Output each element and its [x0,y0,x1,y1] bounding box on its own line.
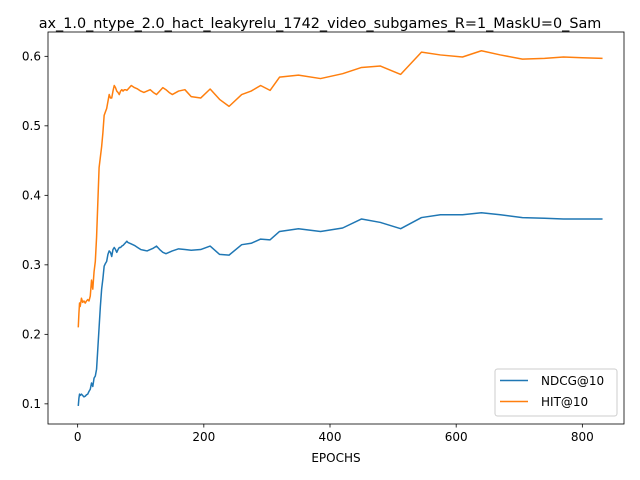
legend: NDCG@10 HIT@10 [494,368,618,417]
series-line-ndcg-10 [77,211,603,406]
x-tick-label: 200 [192,430,215,444]
y-tick-label: 0.2 [22,328,41,342]
x-tick-label: 800 [571,430,594,444]
y-tick-label: 0.5 [22,119,41,133]
y-tick-label: 0.1 [22,397,41,411]
legend-label: HIT@10 [541,395,588,409]
chart-title: ax_1.0_ntype_2.0_hact_leakyrelu_1742_vid… [39,16,602,32]
x-axis-label: EPOCHS [311,451,360,465]
x-tick-label: 0 [74,430,82,444]
x-axis-ticks: 0 200 400 600 800 [74,424,594,444]
legend-label: NDCG@10 [541,374,604,388]
x-tick-label: 400 [319,430,342,444]
y-axis-ticks: 0.1 0.2 0.3 0.4 0.5 0.6 [22,50,48,411]
series-line-hit-10 [77,50,603,328]
y-tick-label: 0.3 [22,258,41,272]
y-tick-label: 0.6 [22,50,41,64]
plot-lines [77,50,603,406]
x-tick-label: 600 [445,430,468,444]
y-tick-label: 0.4 [22,189,41,203]
plot-frame [47,31,625,425]
